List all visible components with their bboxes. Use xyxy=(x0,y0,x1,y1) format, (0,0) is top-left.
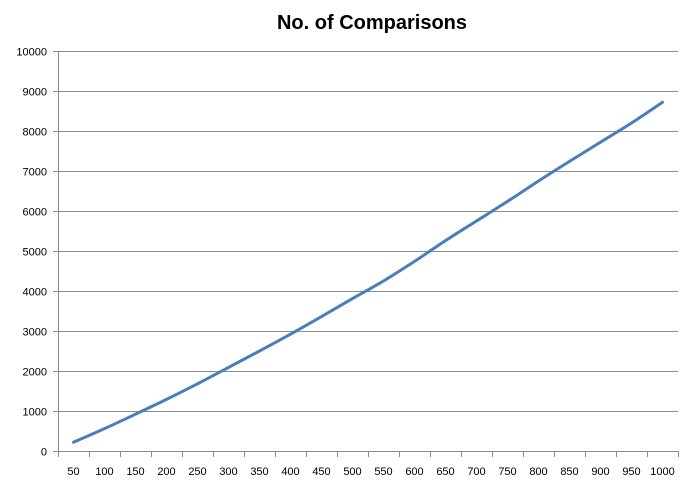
y-tick-label: 7000 xyxy=(23,167,47,179)
data-point xyxy=(630,121,633,125)
x-tick-label: 650 xyxy=(436,466,454,478)
data-point xyxy=(258,349,261,353)
data-point xyxy=(134,413,137,416)
x-tick-label: 950 xyxy=(622,466,640,478)
data-point xyxy=(537,179,540,183)
data-point xyxy=(165,398,168,401)
x-tick-label: 700 xyxy=(467,466,485,478)
data-point xyxy=(475,219,478,223)
y-tick-label: 8000 xyxy=(23,127,47,139)
x-tick-label: 750 xyxy=(498,466,516,478)
x-tick-label: 450 xyxy=(312,466,330,478)
data-point xyxy=(351,297,354,300)
x-tick-label: 900 xyxy=(591,466,609,478)
x-tick-label: 550 xyxy=(374,466,392,478)
y-tick-label: 0 xyxy=(41,447,47,459)
chart-title: No. of Comparisons xyxy=(276,12,467,34)
data-point xyxy=(599,141,602,144)
x-tick-label: 350 xyxy=(250,466,268,478)
x-tick-label: 1000 xyxy=(650,466,674,478)
y-tick-label: 5000 xyxy=(23,247,47,259)
y-tick-label: 9000 xyxy=(23,87,47,99)
data-point xyxy=(506,200,509,203)
data-point xyxy=(103,427,106,430)
x-tick-label: 300 xyxy=(219,466,237,478)
data-point xyxy=(320,315,323,318)
y-tick-label: 2000 xyxy=(23,367,47,379)
x-tick-label: 600 xyxy=(405,466,423,478)
y-tick-label: 1000 xyxy=(23,407,47,419)
x-tick-label: 100 xyxy=(95,466,113,478)
series-line xyxy=(72,100,664,444)
y-tick-label: 4000 xyxy=(23,287,47,299)
data-point xyxy=(413,260,416,263)
y-tick-label: 3000 xyxy=(23,327,47,339)
y-tick-label: 6000 xyxy=(23,207,47,219)
x-tick-label: 400 xyxy=(281,466,299,478)
x-tick-label: 50 xyxy=(67,466,79,478)
x-tick-label: 250 xyxy=(188,466,206,478)
data-point xyxy=(568,160,571,163)
data-point xyxy=(227,366,230,369)
data-point xyxy=(289,333,292,336)
data-point xyxy=(661,101,664,104)
data-point xyxy=(444,239,447,242)
data-point xyxy=(72,441,75,444)
data-point xyxy=(382,279,385,283)
x-tick-label: 200 xyxy=(157,466,175,478)
x-tick-label: 150 xyxy=(126,466,144,478)
x-tick-label: 850 xyxy=(560,466,578,478)
x-tick-label: 500 xyxy=(343,466,361,478)
data-point xyxy=(196,382,199,385)
x-tick-label: 800 xyxy=(529,466,547,478)
y-tick-label: 10000 xyxy=(16,47,47,59)
